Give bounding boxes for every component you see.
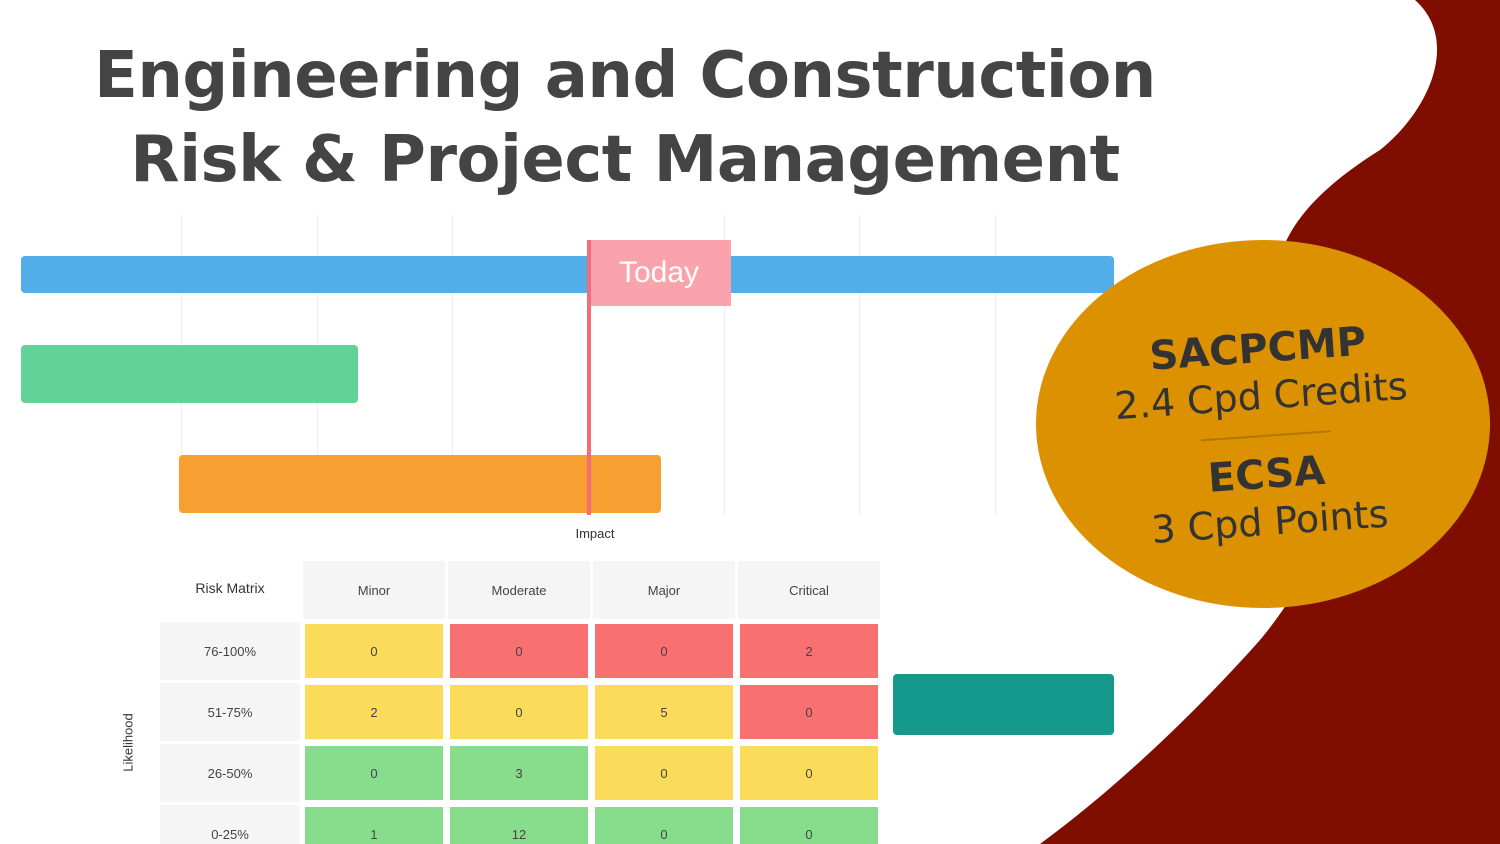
impact-column-header: Major [593, 561, 735, 619]
risk-count-cell: 2 [740, 624, 878, 678]
risk-count-cell: 0 [305, 746, 443, 800]
impact-column-header: Minor [303, 561, 445, 619]
gantt-bar [893, 674, 1114, 735]
risk-count-cell: 12 [450, 807, 588, 844]
impact-axis-label: Impact [575, 526, 615, 541]
risk-count-cell: 0 [595, 624, 733, 678]
risk-count-cell: 0 [450, 624, 588, 678]
risk-count-cell: 3 [450, 746, 588, 800]
page-title: Engineering and Construction Risk & Proj… [0, 34, 1250, 202]
gantt-bar [21, 256, 1114, 293]
risk-matrix-title: Risk Matrix [160, 561, 300, 615]
risk-count-cell: 1 [305, 807, 443, 844]
likelihood-row-header: 51-75% [160, 683, 300, 741]
likelihood-axis-label: Likelihood [120, 713, 136, 772]
grid-line [724, 215, 725, 515]
impact-column-header: Moderate [448, 561, 590, 619]
title-line-1: Engineering and Construction [94, 39, 1156, 113]
likelihood-row-header: 76-100% [160, 622, 300, 680]
risk-count-cell: 5 [595, 685, 733, 739]
risk-count-cell: 0 [595, 807, 733, 844]
today-marker-label: Today [587, 240, 731, 306]
risk-count-cell: 0 [305, 624, 443, 678]
risk-count-cell: 0 [740, 685, 878, 739]
likelihood-row-header: 26-50% [160, 744, 300, 802]
grid-line [995, 215, 996, 515]
cpd-badge-text: SACPCMP 2.4 Cpd Credits ECSA 3 Cpd Point… [1024, 225, 1500, 624]
risk-count-cell: 2 [305, 685, 443, 739]
risk-count-cell: 0 [740, 746, 878, 800]
grid-line [859, 215, 860, 515]
grid-line [452, 215, 453, 515]
title-line-2: Risk & Project Management [130, 123, 1120, 197]
likelihood-row-header: 0-25% [160, 805, 300, 844]
risk-count-cell: 0 [595, 746, 733, 800]
gantt-bar [179, 455, 661, 513]
cpd-badge [1036, 240, 1490, 608]
risk-count-cell: 0 [740, 807, 878, 844]
impact-column-header: Critical [738, 561, 880, 619]
risk-count-cell: 0 [450, 685, 588, 739]
badge-divider [1200, 430, 1331, 442]
today-marker-line [587, 240, 591, 515]
gantt-bar [21, 345, 358, 403]
